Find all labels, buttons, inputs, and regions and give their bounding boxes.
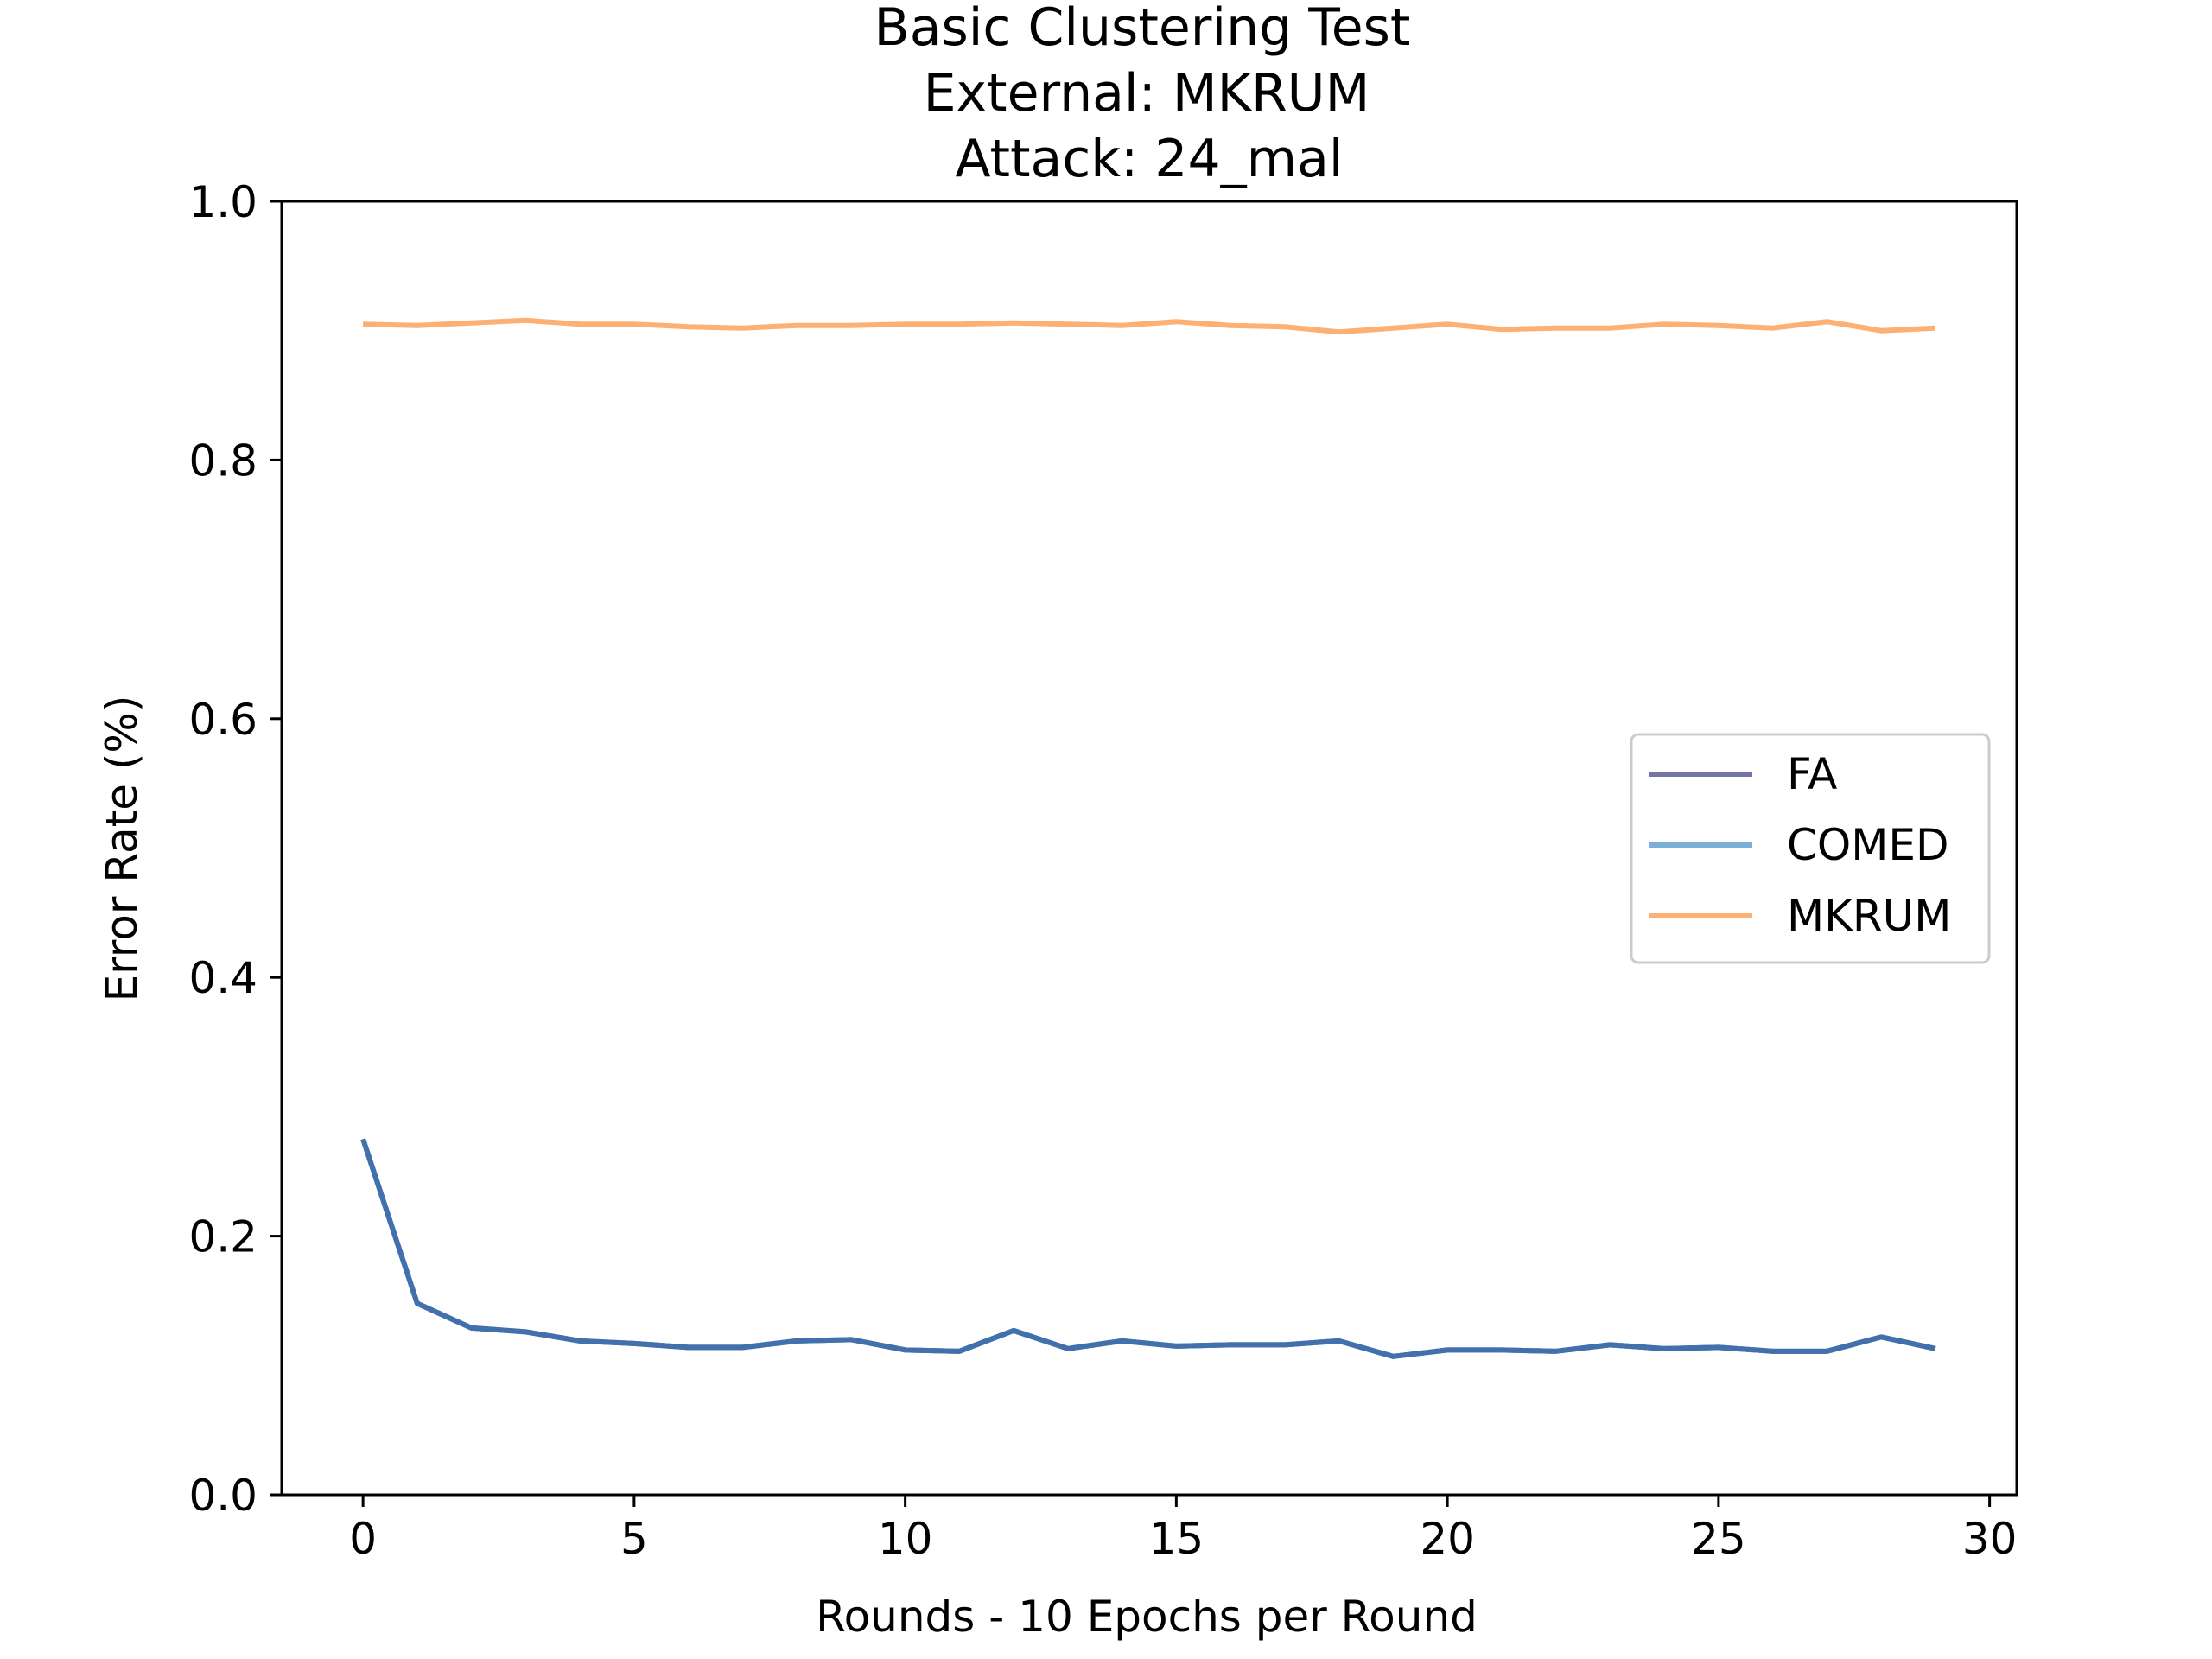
legend-label-fa: FA <box>1787 749 1837 799</box>
series-line-mkrum <box>363 317 1936 335</box>
x-axis-label: Rounds - 10 Epochs per Round <box>816 1592 1478 1642</box>
x-tick-label: 15 <box>1149 1514 1205 1564</box>
plot-frame <box>280 200 2018 1497</box>
y-tick-label: 1.0 <box>188 177 257 227</box>
y-tick-label: 0.6 <box>188 695 257 745</box>
y-tick-label: 0.0 <box>188 1471 257 1521</box>
x-tick-label: 30 <box>1962 1514 2018 1564</box>
legend-label-mkrum: MKRUM <box>1787 891 1951 941</box>
chart-title: Basic Clustering Test External: MKRUM At… <box>874 0 1411 189</box>
legend: FA COMED MKRUM <box>1630 733 1991 964</box>
y-tick-label: 0.2 <box>188 1212 257 1262</box>
x-tick-label: 5 <box>620 1514 648 1564</box>
y-tick-label: 0.4 <box>188 953 257 1003</box>
legend-label-comed: COMED <box>1787 820 1949 870</box>
ticks-layer: 0 5 10 15 20 25 30 0.0 0.2 0.4 0.6 0.8 1.0 <box>188 177 2017 1564</box>
x-tick-label: 20 <box>1420 1514 1475 1564</box>
x-tick-label: 0 <box>349 1514 377 1564</box>
y-axis-label: Error Rate (%) <box>97 696 147 1002</box>
y-tick-label: 0.8 <box>188 435 257 486</box>
title-line-2: External: MKRUM <box>924 63 1370 124</box>
series-line-fa-comed-overlap <box>360 1138 1936 1359</box>
series-layer <box>360 317 1936 1359</box>
x-tick-label: 10 <box>878 1514 933 1564</box>
title-line-1: Basic Clustering Test <box>874 0 1411 58</box>
title-line-3: Attack: 24_mal <box>955 129 1343 189</box>
x-tick-label: 25 <box>1691 1514 1746 1564</box>
legend-frame <box>1630 733 1991 964</box>
